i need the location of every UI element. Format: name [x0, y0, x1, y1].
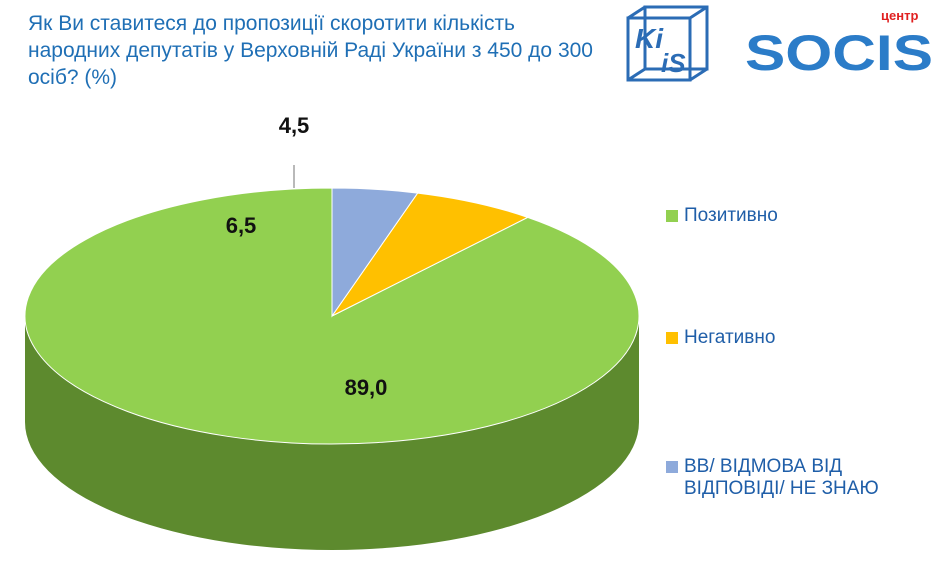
logos: Ki iS центр SOCIS [626, 5, 933, 82]
socis-logo-text: SOCIS [745, 25, 933, 81]
kiis-logo-top: Ki [635, 23, 664, 54]
legend-label-2: Негативно [684, 327, 776, 348]
pie-slice-2 [331, 192, 529, 317]
pie-slice-3 [331, 187, 419, 318]
pie-slice-side-1 [25, 316, 639, 550]
socis-logo-small: центр [881, 8, 918, 23]
data-label-2: 6,5 [226, 213, 257, 238]
legend-item-1: Позитивно [666, 205, 919, 227]
chart-title: Як Ви ставитеся до пропозиції скоротити … [28, 12, 593, 89]
data-label-3: 4,5 [279, 113, 310, 138]
legend-swatch-2 [666, 332, 678, 344]
kiis-logo: Ki iS [626, 5, 709, 82]
legend-label-3: ВВ/ ВІДМОВА ВІД ВІДПОВІДІ/ НЕ ЗНАЮ [684, 456, 879, 499]
socis-logo: центр SOCIS [745, 8, 933, 81]
legend-item-3: ВВ/ ВІДМОВА ВІД ВІДПОВІДІ/ НЕ ЗНАЮ [666, 456, 919, 500]
kiis-logo-bottom: iS [661, 48, 686, 78]
legend-swatch-3 [666, 461, 678, 473]
legend-swatch-1 [666, 210, 678, 222]
data-label-1: 89,0 [345, 375, 388, 400]
legend-label-1: Позитивно [684, 205, 778, 226]
legend-item-2: Негативно [666, 327, 919, 349]
